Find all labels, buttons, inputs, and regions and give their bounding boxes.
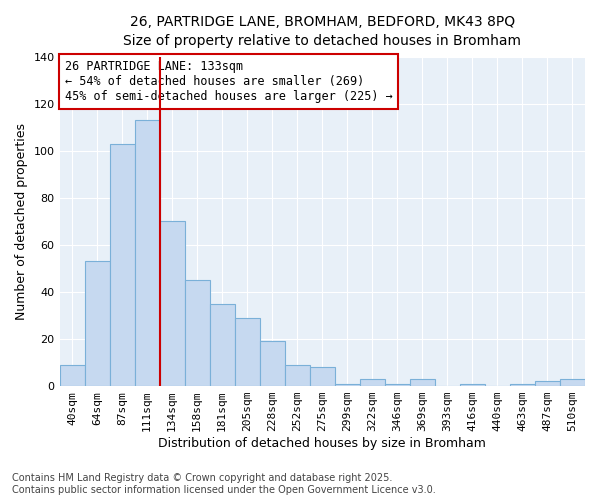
Bar [235,318,260,386]
Bar [59,365,85,386]
Bar [110,144,134,386]
Bar [260,342,285,386]
Bar [510,384,535,386]
X-axis label: Distribution of detached houses by size in Bromham: Distribution of detached houses by size … [158,437,486,450]
Bar [209,304,235,386]
Bar [134,120,160,386]
Title: 26, PARTRIDGE LANE, BROMHAM, BEDFORD, MK43 8PQ
Size of property relative to deta: 26, PARTRIDGE LANE, BROMHAM, BEDFORD, MK… [123,15,521,48]
Bar [410,379,435,386]
Text: 26 PARTRIDGE LANE: 133sqm
← 54% of detached houses are smaller (269)
45% of semi: 26 PARTRIDGE LANE: 133sqm ← 54% of detac… [65,60,392,103]
Bar [360,379,385,386]
Text: Contains HM Land Registry data © Crown copyright and database right 2025.
Contai: Contains HM Land Registry data © Crown c… [12,474,436,495]
Bar [85,262,110,386]
Bar [310,368,335,386]
Bar [285,365,310,386]
Bar [160,222,185,386]
Bar [185,280,209,386]
Y-axis label: Number of detached properties: Number of detached properties [15,123,28,320]
Bar [335,384,360,386]
Bar [460,384,485,386]
Bar [535,382,560,386]
Bar [560,379,585,386]
Bar [385,384,410,386]
